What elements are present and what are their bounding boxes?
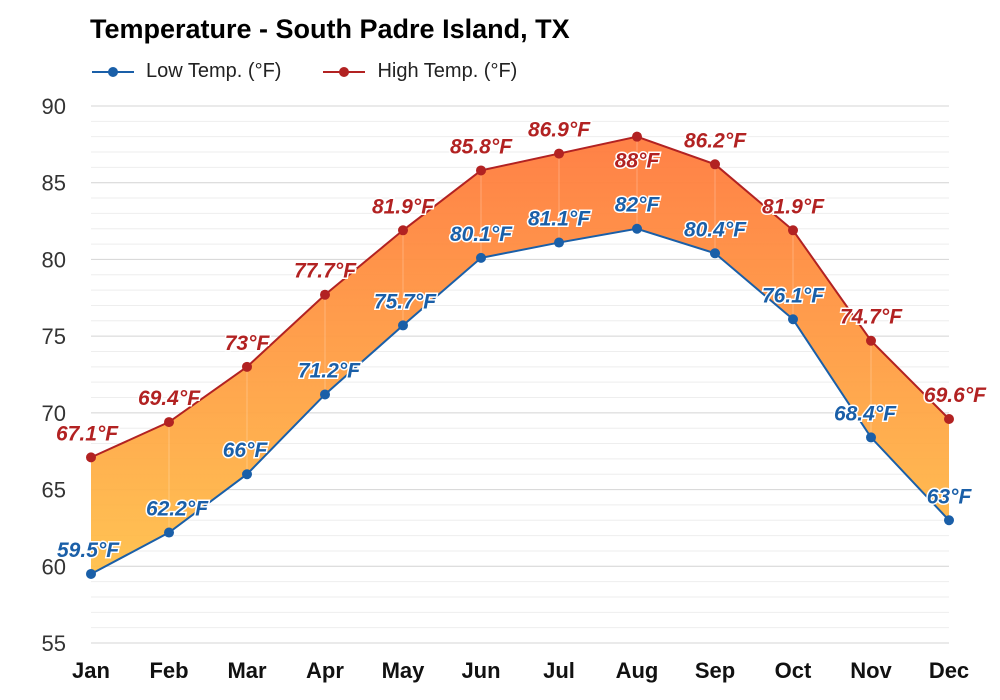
low-temp-point — [86, 568, 96, 579]
low-temp-point — [164, 527, 174, 538]
x-tick-label: Sep — [695, 658, 735, 683]
y-tick-label: 60 — [42, 554, 66, 579]
low-temp-data-label: 75.7°F — [374, 290, 437, 313]
x-tick-label: Aug — [616, 658, 659, 683]
legend-item-high[interactable]: High Temp. (°F) — [321, 60, 517, 83]
legend-low-marker-icon — [92, 66, 134, 77]
high-temp-point — [398, 225, 408, 236]
y-tick-label: 90 — [42, 94, 66, 119]
x-tick-label: May — [382, 658, 426, 683]
high-temp-point — [86, 452, 96, 463]
y-tick-label: 55 — [42, 631, 66, 656]
x-tick-label: Apr — [306, 658, 344, 683]
y-tick-label: 70 — [42, 401, 66, 426]
high-temp-data-label: 81.9°F — [762, 195, 825, 218]
x-tick-label: Oct — [775, 658, 812, 683]
low-temp-point — [788, 314, 798, 325]
high-temp-data-label: 86.2°F — [684, 129, 747, 152]
low-temp-point — [242, 469, 252, 480]
high-temp-data-label: 86.9°F — [528, 119, 591, 142]
low-temp-line — [90, 227, 950, 575]
high-temp-data-label: 69.4°F — [138, 387, 201, 410]
low-temp-point — [710, 248, 720, 259]
high-temp-point — [242, 361, 252, 372]
high-temp-data-label: 77.7°F — [294, 260, 357, 283]
high-temp-point — [476, 165, 486, 176]
low-temp-point — [866, 432, 876, 443]
x-tick-label: Nov — [850, 658, 892, 683]
high-temp-data-label: 67.1°F — [56, 422, 119, 445]
high-temp-data-label: 73°F — [225, 332, 271, 355]
legend-item-low[interactable]: Low Temp. (°F) — [90, 60, 281, 83]
low-temp-data-label: 59.5°F — [57, 539, 120, 562]
high-temp-point — [944, 413, 954, 424]
x-tick-label: Dec — [929, 658, 969, 683]
x-tick-label: Jan — [72, 658, 110, 683]
legend-high-marker-icon — [323, 66, 366, 77]
range-area — [91, 136, 949, 574]
y-tick-label: 75 — [42, 324, 66, 349]
high-temp-line — [90, 135, 950, 459]
low-temp-data-label: 62.2°F — [146, 498, 209, 521]
x-tick-label: Jun — [461, 658, 500, 683]
low-temp-point — [320, 389, 330, 400]
chart-title: Temperature - South Padre Island, TX — [90, 14, 570, 44]
low-temp-point — [476, 252, 486, 263]
high-temp-point — [554, 148, 564, 159]
y-tick-label: 80 — [42, 247, 66, 272]
low-temp-point — [944, 515, 954, 526]
low-temp-data-label: 82°F — [615, 194, 661, 217]
high-temp-point — [632, 131, 642, 142]
legend: Low Temp. (°F) High Temp. (°F) — [90, 60, 557, 83]
x-tick-label: Feb — [149, 658, 188, 683]
high-temp-data-label: 88°F — [615, 150, 661, 173]
legend-low-label: Low Temp. (°F) — [146, 60, 282, 82]
low-temp-data-label: 63°F — [927, 485, 973, 508]
low-temp-data-label: 66°F — [223, 439, 269, 462]
low-temp-data-label: 81.1°F — [528, 208, 591, 231]
high-temp-data-label: 69.6°F — [924, 384, 987, 407]
high-temp-point — [710, 159, 720, 170]
low-temp-point — [398, 320, 408, 331]
high-temp-data-label: 85.8°F — [450, 135, 513, 158]
x-tick-label: Jul — [543, 658, 575, 683]
y-tick-label: 85 — [42, 171, 66, 196]
high-temp-point — [866, 335, 876, 346]
high-temp-point — [788, 225, 798, 236]
low-temp-point — [632, 223, 642, 234]
x-tick-label: Mar — [227, 658, 267, 683]
low-temp-data-label: 80.4°F — [684, 218, 747, 241]
high-temp-point — [164, 417, 174, 428]
low-temp-point — [554, 237, 564, 248]
low-temp-data-label: 71.2°F — [298, 359, 361, 382]
low-temp-data-label: 76.1°F — [762, 284, 825, 307]
legend-high-label: High Temp. (°F) — [377, 60, 518, 82]
low-temp-data-label: 80.1°F — [450, 223, 513, 246]
low-temp-data-label: 68.4°F — [834, 402, 897, 425]
high-temp-data-label: 74.7°F — [840, 306, 903, 329]
high-temp-data-label: 81.9°F — [372, 195, 435, 218]
y-tick-label: 65 — [42, 478, 66, 503]
high-temp-point — [320, 289, 330, 300]
